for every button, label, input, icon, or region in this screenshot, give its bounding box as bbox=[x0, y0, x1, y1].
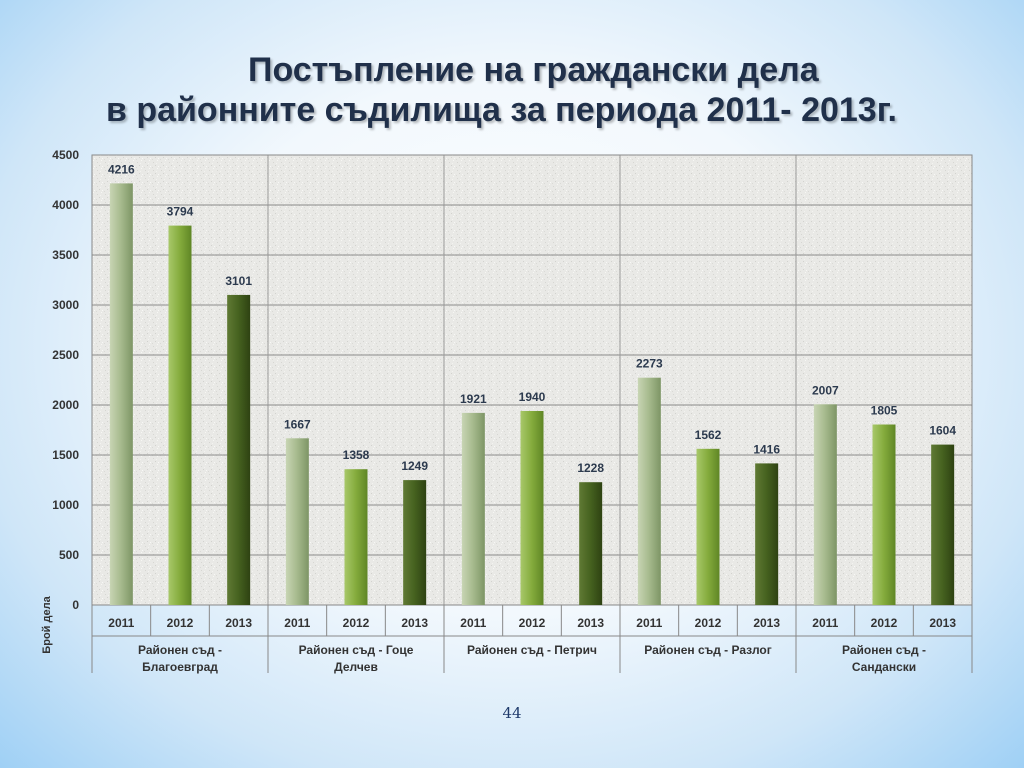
y-axis-title: Брой дела bbox=[41, 595, 53, 653]
x-tick-label-year: 2013 bbox=[401, 616, 428, 630]
y-tick-label: 3500 bbox=[52, 248, 79, 262]
y-tick-label: 4500 bbox=[52, 148, 79, 162]
bar bbox=[637, 377, 661, 605]
data-label: 1562 bbox=[695, 428, 722, 442]
bar bbox=[931, 444, 955, 605]
group-label: Сандански bbox=[852, 660, 916, 674]
group-label: Районен съд - Гоце bbox=[299, 643, 414, 657]
data-label: 1921 bbox=[460, 392, 487, 406]
data-label: 1416 bbox=[753, 442, 780, 456]
group-label: Благоевград bbox=[142, 660, 218, 674]
data-label: 4216 bbox=[108, 162, 135, 176]
data-label: 1228 bbox=[577, 461, 604, 475]
data-label: 2273 bbox=[636, 357, 663, 371]
bar bbox=[696, 448, 720, 605]
data-label: 3101 bbox=[225, 274, 252, 288]
x-tick-label-year: 2012 bbox=[871, 616, 898, 630]
x-tick-label-year: 2013 bbox=[929, 616, 956, 630]
x-tick-label-year: 2012 bbox=[167, 616, 194, 630]
x-tick-label-year: 2011 bbox=[812, 616, 838, 630]
group-label: Районен съд - Петрич bbox=[467, 643, 597, 657]
data-label: 1805 bbox=[871, 404, 898, 418]
data-label: 1940 bbox=[519, 390, 546, 404]
group-label: Делчев bbox=[334, 660, 378, 674]
bar bbox=[872, 424, 896, 605]
y-tick-label: 2000 bbox=[52, 398, 79, 412]
x-tick-label-year: 2011 bbox=[108, 616, 134, 630]
x-tick-label-year: 2012 bbox=[695, 616, 722, 630]
y-tick-label: 1500 bbox=[52, 448, 79, 462]
x-tick-label-year: 2011 bbox=[284, 616, 310, 630]
page-number: 44 bbox=[502, 704, 522, 722]
x-tick-label-year: 2013 bbox=[577, 616, 604, 630]
x-tick-label-year: 2013 bbox=[753, 616, 780, 630]
data-label: 2007 bbox=[812, 383, 839, 397]
bar bbox=[344, 469, 368, 605]
y-tick-label: 500 bbox=[59, 548, 79, 562]
bar bbox=[520, 411, 544, 605]
x-tick-label-year: 2012 bbox=[519, 616, 546, 630]
data-label: 1358 bbox=[343, 448, 370, 462]
slide-title: Постъпление на граждански дела в районни… bbox=[0, 50, 1024, 130]
bar bbox=[755, 463, 779, 605]
y-tick-label: 4000 bbox=[52, 198, 79, 212]
bar bbox=[579, 482, 603, 605]
title-line-2: в районните съдилища за периода 2011- 20… bbox=[106, 91, 897, 129]
data-label: 1249 bbox=[401, 459, 428, 473]
x-tick-label-year: 2011 bbox=[460, 616, 486, 630]
group-label: Районен съд - Разлог bbox=[644, 643, 772, 657]
group-label: Районен съд - bbox=[138, 643, 222, 657]
x-tick-label-year: 2013 bbox=[225, 616, 252, 630]
bar bbox=[403, 480, 427, 605]
data-label: 1667 bbox=[284, 417, 311, 431]
bar bbox=[109, 183, 133, 605]
data-label: 3794 bbox=[167, 205, 194, 219]
y-tick-label: 0 bbox=[72, 598, 79, 612]
y-tick-label: 3000 bbox=[52, 298, 79, 312]
bar bbox=[227, 294, 251, 605]
bar bbox=[461, 412, 485, 605]
bar bbox=[813, 404, 837, 605]
data-label: 1604 bbox=[929, 424, 956, 438]
x-tick-label-year: 2012 bbox=[343, 616, 370, 630]
bar bbox=[168, 225, 192, 605]
bar bbox=[285, 438, 309, 605]
group-label: Районен съд - bbox=[842, 643, 926, 657]
x-tick-label-year: 2011 bbox=[636, 616, 662, 630]
title-line-1: Постъпление на граждански дела bbox=[248, 51, 819, 89]
y-tick-label: 1000 bbox=[52, 498, 79, 512]
y-tick-label: 2500 bbox=[52, 348, 79, 362]
